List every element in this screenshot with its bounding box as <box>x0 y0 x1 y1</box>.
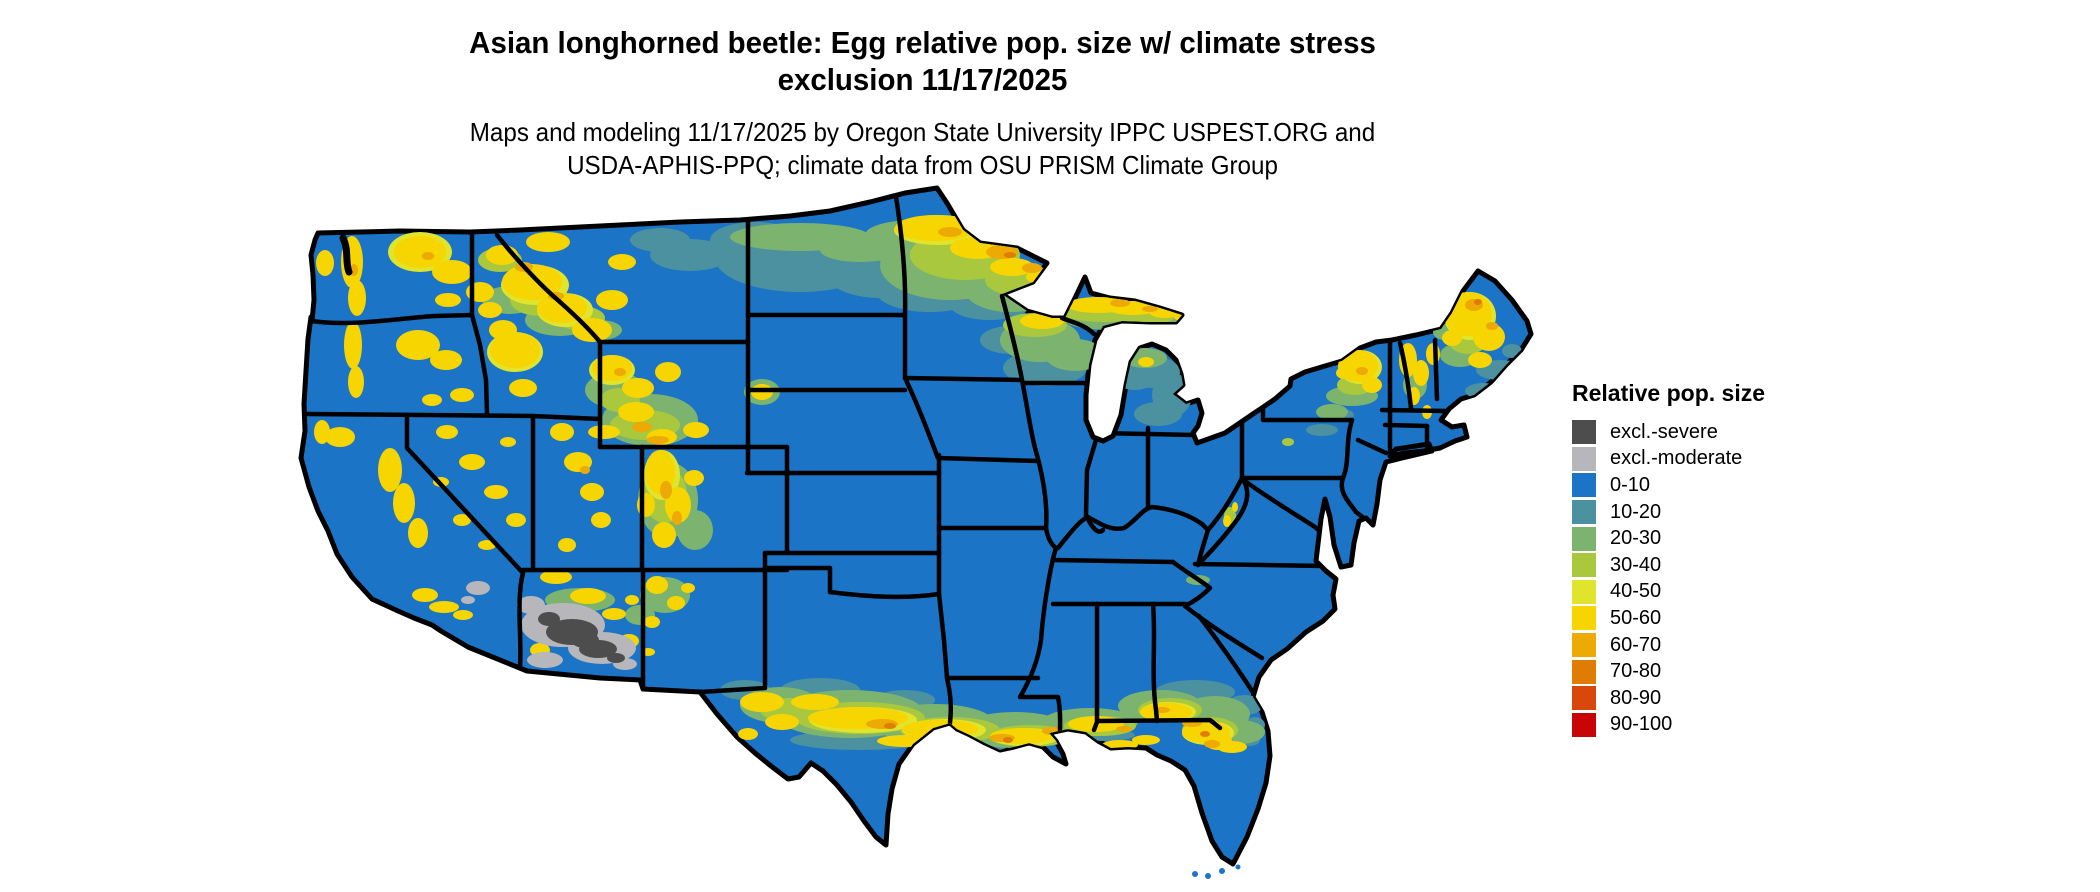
legend-item: 50-60 <box>1572 605 1765 632</box>
legend-item-label: excl.-severe <box>1610 420 1718 443</box>
legend-color-swatch <box>1572 686 1596 711</box>
map-subtitle: Maps and modeling 11/17/2025 by Oregon S… <box>0 116 1845 182</box>
puget-sound-inlet <box>339 234 353 276</box>
legend-item-label: 10-20 <box>1610 500 1662 523</box>
legend-item-label: 0-10 <box>1610 473 1651 496</box>
legend-item-label: 70-80 <box>1610 660 1662 683</box>
legend-item: 80-90 <box>1572 685 1765 712</box>
legend-item: 10-20 <box>1572 499 1765 526</box>
map-title-line2: exclusion 11/17/2025 <box>777 62 1068 97</box>
legend-color-swatch <box>1572 420 1596 445</box>
map-title: Asian longhorned beetle: Egg relative po… <box>0 24 1845 98</box>
legend-color-swatch <box>1572 446 1596 471</box>
legend-item: 20-30 <box>1572 525 1765 552</box>
legend-item: 90-100 <box>1572 712 1765 739</box>
legend-item-label: 50-60 <box>1610 606 1662 629</box>
legend-color-swatch <box>1572 633 1596 658</box>
legend-item-label: 20-30 <box>1610 527 1662 550</box>
legend-item: excl.-severe <box>1572 419 1765 446</box>
legend-list: excl.-severe excl.-moderate 0-10 10-20 2… <box>1572 419 1765 738</box>
legend-color-swatch <box>1572 579 1596 604</box>
state-borders <box>303 188 1450 733</box>
legend-color-swatch <box>1572 473 1596 498</box>
legend-item-label: 90-100 <box>1610 713 1673 736</box>
legend-item: 40-50 <box>1572 579 1765 606</box>
legend-item: 30-40 <box>1572 552 1765 579</box>
map-subtitle-line1: Maps and modeling 11/17/2025 by Oregon S… <box>469 117 1376 147</box>
legend-color-swatch <box>1572 526 1596 551</box>
legend-item: excl.-moderate <box>1572 446 1765 473</box>
legend-item-label: 60-70 <box>1610 633 1662 656</box>
florida-keys <box>1192 864 1241 879</box>
map-title-line1: Asian longhorned beetle: Egg relative po… <box>469 25 1376 60</box>
legend-color-swatch <box>1572 553 1596 578</box>
legend-item-label: 40-50 <box>1610 580 1662 603</box>
legend: Relative pop. size excl.-severe excl.-mo… <box>1572 380 1765 738</box>
legend-item-label: excl.-moderate <box>1610 447 1743 470</box>
legend-title: Relative pop. size <box>1572 380 1766 406</box>
legend-item: 70-80 <box>1572 658 1765 685</box>
legend-color-swatch <box>1572 500 1596 525</box>
legend-item-label: 30-40 <box>1610 553 1662 576</box>
legend-item: 60-70 <box>1572 632 1765 659</box>
legend-item-label: 80-90 <box>1610 686 1662 709</box>
legend-color-swatch <box>1572 659 1596 684</box>
legend-color-swatch <box>1572 712 1596 737</box>
map-subtitle-line2: USDA-APHIS-PPQ; climate data from OSU PR… <box>567 150 1278 180</box>
legend-item: 0-10 <box>1572 472 1765 499</box>
legend-color-swatch <box>1572 606 1596 631</box>
